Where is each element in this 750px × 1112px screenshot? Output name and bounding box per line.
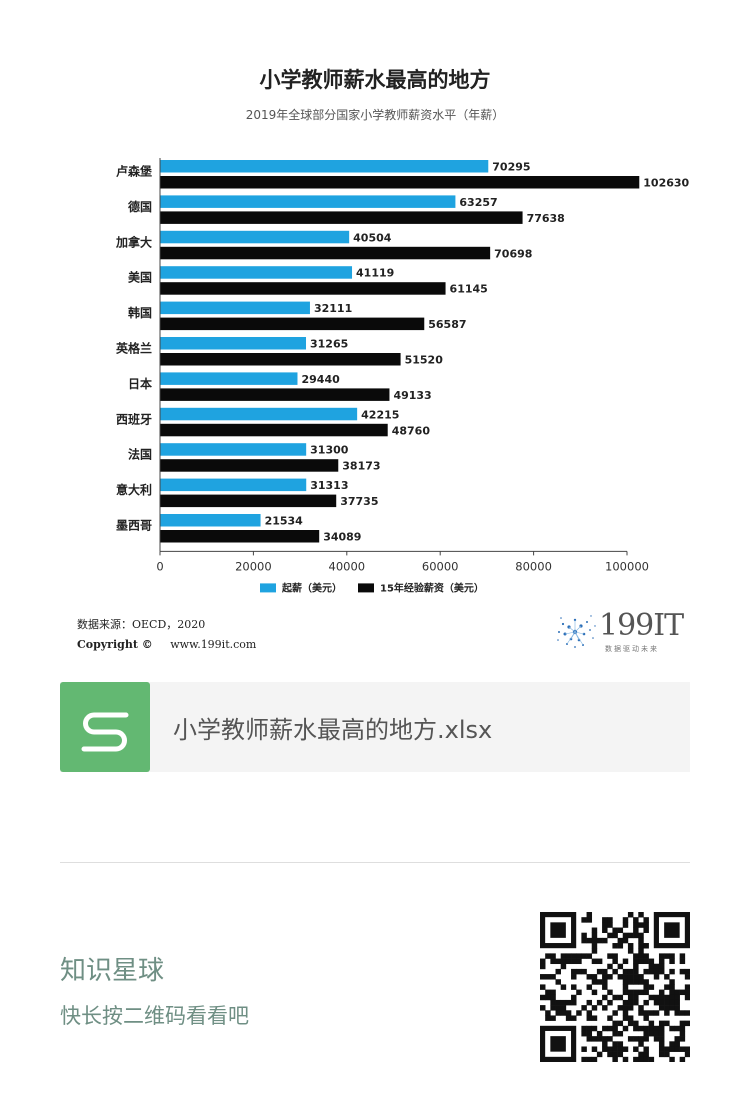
bar-experienced-salary [160, 530, 320, 543]
category-label: 日本 [128, 376, 152, 391]
promo-subtitle: 快长按二维码看看吧 [60, 1004, 249, 1028]
data-label: 102630 [643, 177, 689, 190]
data-label: 77638 [527, 212, 565, 225]
bar-experienced-salary [160, 459, 339, 472]
brand-logo: 199IT 数据驱动未来 [553, 608, 684, 656]
logo-text: 199IT [599, 608, 684, 643]
category-label: 西班牙 [116, 411, 152, 426]
data-label: 40504 [353, 231, 392, 244]
bar-starting-salary [160, 478, 307, 492]
spreadsheet-s-icon [60, 682, 150, 772]
category-label: 卢森堡 [116, 164, 152, 179]
chart-subtitle: 2019年全球部分国家小学教师薪资水平（年薪） [245, 108, 505, 122]
bar-starting-salary [160, 337, 307, 350]
category-label: 美国 [128, 270, 152, 285]
legend-swatch [260, 583, 276, 593]
qr-code-icon[interactable] [540, 912, 690, 1062]
bar-starting-salary [160, 266, 353, 279]
bar-experienced-salary [160, 388, 390, 401]
data-label: 37735 [340, 495, 378, 508]
data-label: 48760 [392, 424, 431, 437]
data-label: 70698 [494, 247, 532, 260]
data-label: 41119 [356, 267, 394, 280]
bar-starting-salary [160, 301, 310, 315]
bar-experienced-salary [160, 176, 640, 189]
data-label: 34089 [323, 531, 361, 544]
data-label: 31265 [310, 338, 348, 351]
legend-label: 15年经验薪资（美元） [380, 581, 484, 594]
category-label: 加拿大 [115, 234, 152, 249]
x-tick-label: 40000 [329, 559, 366, 573]
copyright-label: Copyright © [77, 638, 153, 651]
category-label: 韩国 [128, 305, 152, 320]
category-label: 德国 [128, 199, 152, 214]
bar-experienced-salary [160, 246, 491, 260]
x-tick-label: 80000 [515, 559, 552, 573]
divider [60, 862, 690, 863]
bar-experienced-salary [160, 423, 388, 437]
website-link[interactable]: www.199it.com [170, 638, 257, 651]
bar-experienced-salary [160, 353, 401, 366]
bar-chart: 卢森堡 70295 102630 德国 63257 77638 加拿大 40504 70698 美… [115, 158, 690, 594]
bar-experienced-salary [160, 494, 337, 508]
data-label: 31313 [310, 479, 348, 492]
bar-experienced-salary [160, 211, 523, 224]
data-source: 数据来源：OECD，2020 [77, 618, 206, 631]
bar-experienced-salary [160, 282, 446, 295]
category-label: 英格兰 [116, 341, 152, 356]
data-label: 38173 [342, 460, 380, 473]
data-label: 61145 [450, 283, 488, 296]
x-tick-label: 0 [156, 559, 163, 573]
data-label: 21534 [265, 515, 304, 528]
category-label: 墨西哥 [116, 519, 152, 533]
bar-starting-salary [160, 230, 350, 244]
copyright-line: Copyright © www.199it.com [77, 638, 256, 651]
bar-starting-salary [160, 195, 456, 208]
data-label: 56587 [428, 318, 466, 331]
bar-starting-salary [160, 160, 489, 173]
data-label: 49133 [393, 389, 431, 402]
promo-title: 知识星球 [60, 956, 165, 986]
data-label: 70295 [492, 161, 530, 174]
data-label: 32111 [314, 302, 352, 315]
legend-label: 起薪（美元） [281, 581, 342, 594]
logo-tagline: 数据驱动未来 [605, 645, 659, 653]
category-label: 法国 [128, 447, 152, 462]
bar-starting-salary [160, 407, 358, 421]
bar-starting-salary [160, 372, 298, 385]
attachment-card[interactable]: 小学教师薪水最高的地方.xlsx [60, 682, 690, 772]
x-tick-label: 100000 [605, 559, 649, 573]
data-label: 42215 [361, 408, 399, 421]
chart-title: 小学教师薪水最高的地方 [259, 68, 491, 92]
data-label: 29440 [301, 373, 340, 386]
dandelion-logo-icon [557, 615, 596, 648]
data-label: 51520 [405, 354, 444, 367]
data-label: 63257 [459, 196, 497, 209]
data-label: 31300 [310, 444, 349, 457]
category-label: 意大利 [116, 482, 152, 497]
x-tick-label: 60000 [422, 559, 459, 573]
attachment-filename[interactable]: 小学教师薪水最高的地方.xlsx [173, 716, 493, 744]
bar-experienced-salary [160, 317, 425, 331]
legend-swatch [358, 583, 374, 593]
bar-starting-salary [160, 443, 307, 456]
bar-starting-salary [160, 514, 261, 527]
x-tick-label: 20000 [235, 559, 272, 573]
